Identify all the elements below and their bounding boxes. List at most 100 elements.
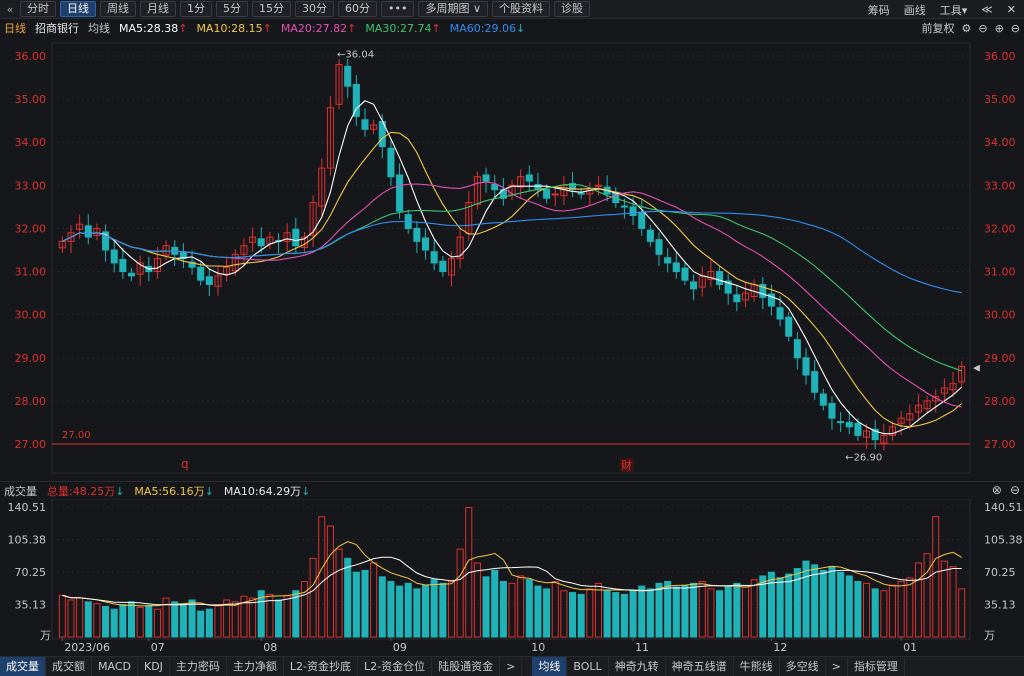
volume-chart[interactable]: 140.51 140.51 105.38 105.38 70.25 70.25 35.13 3…	[0, 499, 1024, 656]
volume-bar	[318, 516, 326, 638]
volume-bar	[93, 603, 101, 638]
candle-body	[923, 400, 931, 410]
period-tab-5[interactable]: 5分	[216, 1, 248, 17]
volume-ma5: MA5:56.16万↓	[134, 484, 214, 498]
candle-body	[543, 189, 551, 199]
candle-body	[292, 228, 300, 247]
volume-bar	[84, 601, 92, 638]
avg-label[interactable]: 均线	[88, 22, 110, 35]
indicator-tab-2[interactable]: MACD	[92, 656, 138, 676]
indicator-tab-16[interactable]: >	[826, 656, 848, 676]
toolbar-right-item-0[interactable]: 筹码	[867, 3, 890, 17]
candle-body	[854, 422, 862, 436]
ma30-value: MA30:27.74↑	[365, 21, 441, 35]
indicator-tab-6[interactable]: L2-资金抄底	[284, 656, 359, 676]
zoom-in-icon[interactable]: ⊕	[994, 21, 1004, 35]
volume-bar	[594, 582, 603, 638]
indicator-tab-12[interactable]: 神奇九转	[609, 656, 666, 676]
volume-bar	[309, 557, 317, 638]
candle-body	[906, 413, 914, 421]
volume-bar	[102, 605, 110, 638]
candle-body	[577, 192, 585, 195]
volume-bar	[145, 605, 153, 638]
indicator-tab-1[interactable]: 成交额	[46, 656, 92, 676]
candle-body	[361, 119, 369, 130]
volume-bar	[586, 588, 594, 638]
candle-body	[188, 261, 196, 268]
candle-body	[655, 239, 663, 255]
period-tab-1[interactable]: 日线	[60, 1, 96, 17]
close-panel-icon[interactable]: ⊗	[991, 483, 1002, 497]
collapse-panel-icon[interactable]: ⊖	[1009, 483, 1020, 497]
volume-label[interactable]: 成交量	[4, 484, 37, 498]
indicator-tab-4[interactable]: 主力密码	[170, 656, 227, 676]
volume-bar	[67, 599, 75, 638]
period-tab-6[interactable]: 15分	[252, 1, 291, 17]
indicator-tab-3[interactable]: KDJ	[138, 656, 170, 676]
volume-bar	[283, 594, 291, 638]
indicator-tab-5[interactable]: 主力净额	[227, 656, 284, 676]
period-tab-8[interactable]: 60分	[338, 1, 377, 17]
candle-body	[525, 174, 533, 182]
ma60-value: MA60:29.06↓	[449, 21, 526, 35]
volume-bar	[58, 594, 66, 638]
indicator-tab-15[interactable]: 多空线	[780, 656, 826, 676]
candle-body	[733, 294, 741, 303]
volume-tick-right: 105.38	[984, 534, 1023, 547]
volume-bar	[776, 577, 784, 638]
toolbar-right-item-4[interactable]: ✕	[1006, 3, 1016, 16]
period-tab-0[interactable]: 分时	[20, 1, 56, 17]
volume-tick-left: 35.13	[15, 598, 47, 611]
candle-body	[672, 262, 680, 273]
indicator-tab-13[interactable]: 神奇五线谱	[666, 656, 734, 676]
indicator-tab-14[interactable]: 牛熊线	[734, 656, 780, 676]
volume-bar	[214, 604, 222, 638]
candle-body	[482, 174, 490, 182]
indicator-tab-11[interactable]: BOLL	[567, 656, 609, 676]
candle-body	[491, 183, 499, 191]
period-tab-3[interactable]: 月线	[140, 1, 176, 17]
candle-body	[871, 428, 879, 441]
high-label: ←36.04	[337, 49, 374, 60]
volume-bar	[249, 597, 257, 638]
candle-body	[880, 434, 888, 444]
fq-label[interactable]: 前复权	[921, 22, 955, 35]
indicator-tab-9[interactable]: >	[500, 656, 523, 676]
back-icon[interactable]: «	[6, 2, 14, 16]
indicator-tab-0[interactable]: 成交量	[0, 656, 46, 676]
volume-bar	[914, 562, 922, 638]
period-tab-2[interactable]: 周线	[100, 1, 136, 17]
candle-body	[793, 339, 801, 359]
candle-body	[586, 189, 594, 195]
indicator-tab-10[interactable]: 均线	[532, 656, 568, 676]
period-tab-9[interactable]: •••	[381, 1, 415, 17]
period-tab-10[interactable]: 多周期图 ∨	[418, 1, 489, 17]
toolbar-right-item-3[interactable]: ≪	[981, 3, 993, 16]
volume-bar	[612, 592, 620, 638]
volume-bar	[655, 582, 663, 638]
period-tab-12[interactable]: 诊股	[554, 1, 591, 17]
period-tab-4[interactable]: 1分	[180, 1, 212, 17]
indicator-tab-8[interactable]: 陆股通资金	[432, 656, 501, 676]
candle-body	[638, 211, 646, 229]
indicator-tab-7[interactable]: L2-资金仓位	[358, 656, 433, 676]
collapse-icon[interactable]: ⊖	[1010, 21, 1020, 35]
price-chart[interactable]: 36.00 36.00 35.00 35.00 34.00 34.00 33.00 33.00…	[0, 37, 1024, 497]
volume-bar	[326, 525, 334, 638]
volume-bar	[127, 601, 136, 638]
volume-bar	[646, 588, 654, 638]
volume-bar	[76, 597, 84, 638]
candle-body	[447, 258, 455, 276]
candle-body	[136, 262, 144, 275]
settings-icon[interactable]: ⚙	[961, 21, 972, 35]
indicator-tab-17[interactable]: 指标管理	[848, 656, 905, 676]
toolbar-right-item-1[interactable]: 画线	[903, 3, 926, 17]
month-label: 11	[635, 641, 649, 654]
volume-bar	[923, 553, 931, 638]
period-tab-11[interactable]: 个股资料	[492, 1, 551, 17]
candle-body	[231, 253, 239, 272]
period-tab-7[interactable]: 30分	[295, 1, 334, 17]
zoom-out-icon[interactable]: ⊖	[978, 21, 988, 35]
candle-body	[949, 383, 957, 391]
toolbar-right-item-2[interactable]: 工具▾	[939, 3, 968, 17]
